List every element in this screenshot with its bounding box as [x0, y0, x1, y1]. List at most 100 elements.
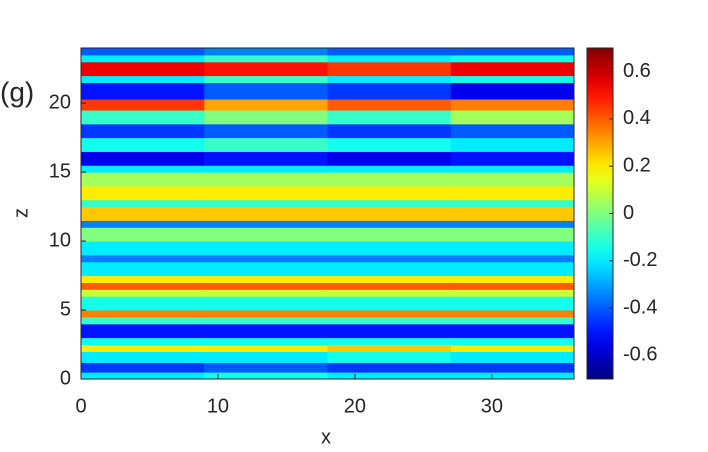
heat-cell — [327, 316, 452, 325]
heat-cell — [327, 337, 452, 346]
heat-cell — [450, 362, 575, 373]
heat-cell — [204, 206, 328, 221]
heat-cell — [450, 344, 575, 352]
heat-cell — [81, 296, 205, 311]
heat-cell — [450, 199, 575, 208]
heat-cell — [450, 75, 575, 83]
heat-cell — [81, 172, 205, 187]
x-tick-label: 20 — [344, 395, 366, 417]
heat-cell — [204, 82, 328, 100]
heat-cell — [204, 123, 328, 139]
heat-cell — [204, 172, 328, 187]
heat-cell — [327, 54, 452, 63]
heat-cell — [450, 220, 575, 228]
heat-cell — [450, 310, 575, 318]
heat-cell — [327, 261, 452, 277]
heat-cell — [327, 151, 452, 166]
heat-cell — [81, 261, 205, 277]
heat-cell — [450, 151, 575, 166]
heat-cell — [450, 241, 575, 256]
y-tick-label: 0 — [60, 367, 71, 389]
heat-cell — [450, 275, 575, 283]
heat-cell — [327, 351, 452, 363]
heat-cell — [327, 289, 452, 297]
x-axis-label: x — [321, 426, 331, 447]
heat-cell — [327, 220, 452, 228]
heat-cell — [450, 185, 575, 201]
heat-cell — [81, 220, 205, 228]
heat-cell — [327, 296, 452, 311]
heat-cell — [81, 99, 205, 111]
heat-cell — [450, 61, 575, 77]
heat-cell — [204, 227, 328, 242]
y-tick-label: 15 — [49, 160, 71, 182]
heat-cell — [204, 289, 328, 297]
heat-cell — [81, 275, 205, 283]
y-tick-label: 5 — [60, 298, 71, 320]
heat-cell — [81, 344, 205, 352]
heat-cell — [327, 372, 452, 380]
heat-cell — [450, 372, 575, 380]
heat-cell — [450, 54, 575, 63]
heat-cell — [450, 137, 575, 152]
heat-cell — [450, 99, 575, 111]
panel-label: (g) — [0, 76, 34, 107]
heat-cell — [81, 372, 205, 380]
heat-cell — [450, 206, 575, 221]
heat-cell — [204, 351, 328, 363]
heat-cell — [450, 323, 575, 339]
colorbar-tick-label: 0.4 — [623, 107, 651, 129]
heat-cell — [327, 323, 452, 339]
heat-cell — [450, 316, 575, 325]
heat-cell — [81, 316, 205, 325]
heat-cell — [327, 110, 452, 125]
heat-cell — [327, 282, 452, 290]
heat-cell — [81, 337, 205, 346]
heat-cell — [204, 261, 328, 277]
heat-cell — [204, 220, 328, 228]
heat-cell — [81, 123, 205, 139]
colorbar-tick-label: -0.2 — [623, 249, 657, 271]
heat-cell — [204, 337, 328, 346]
heat-cell — [327, 172, 452, 187]
heat-cell — [81, 54, 205, 63]
heat-cell — [81, 151, 205, 166]
heat-cell — [327, 61, 452, 77]
heat-cell — [327, 48, 452, 56]
heat-cell — [450, 123, 575, 139]
heat-cell — [450, 172, 575, 187]
heat-cell — [327, 275, 452, 283]
heat-cell — [450, 165, 575, 173]
heat-cell — [204, 137, 328, 152]
heat-cell — [450, 110, 575, 125]
heat-cell — [204, 282, 328, 290]
heat-cell — [204, 344, 328, 352]
heat-cell — [204, 48, 328, 56]
heat-cell — [81, 82, 205, 100]
heat-cell — [327, 206, 452, 221]
x-tick-label: 30 — [481, 395, 503, 417]
heat-cell — [327, 137, 452, 152]
heat-cell — [204, 61, 328, 77]
heat-cell — [81, 282, 205, 290]
heat-cell — [81, 110, 205, 125]
colorbar-tick-label: 0.2 — [623, 154, 651, 176]
heat-cell — [81, 199, 205, 208]
heat-cell — [327, 185, 452, 201]
heat-cell — [204, 199, 328, 208]
x-tick-label: 10 — [207, 395, 229, 417]
heat-cell — [450, 337, 575, 346]
heat-cell — [204, 254, 328, 263]
heat-cell — [81, 61, 205, 77]
heat-cell — [327, 199, 452, 208]
heat-cell — [81, 323, 205, 339]
heat-cell — [327, 241, 452, 256]
heat-cell — [81, 241, 205, 256]
heat-cell — [81, 227, 205, 242]
heat-cell — [450, 261, 575, 277]
heat-cell — [81, 165, 205, 173]
heat-cell — [327, 310, 452, 318]
heat-cell — [81, 206, 205, 221]
heat-cell — [450, 48, 575, 56]
